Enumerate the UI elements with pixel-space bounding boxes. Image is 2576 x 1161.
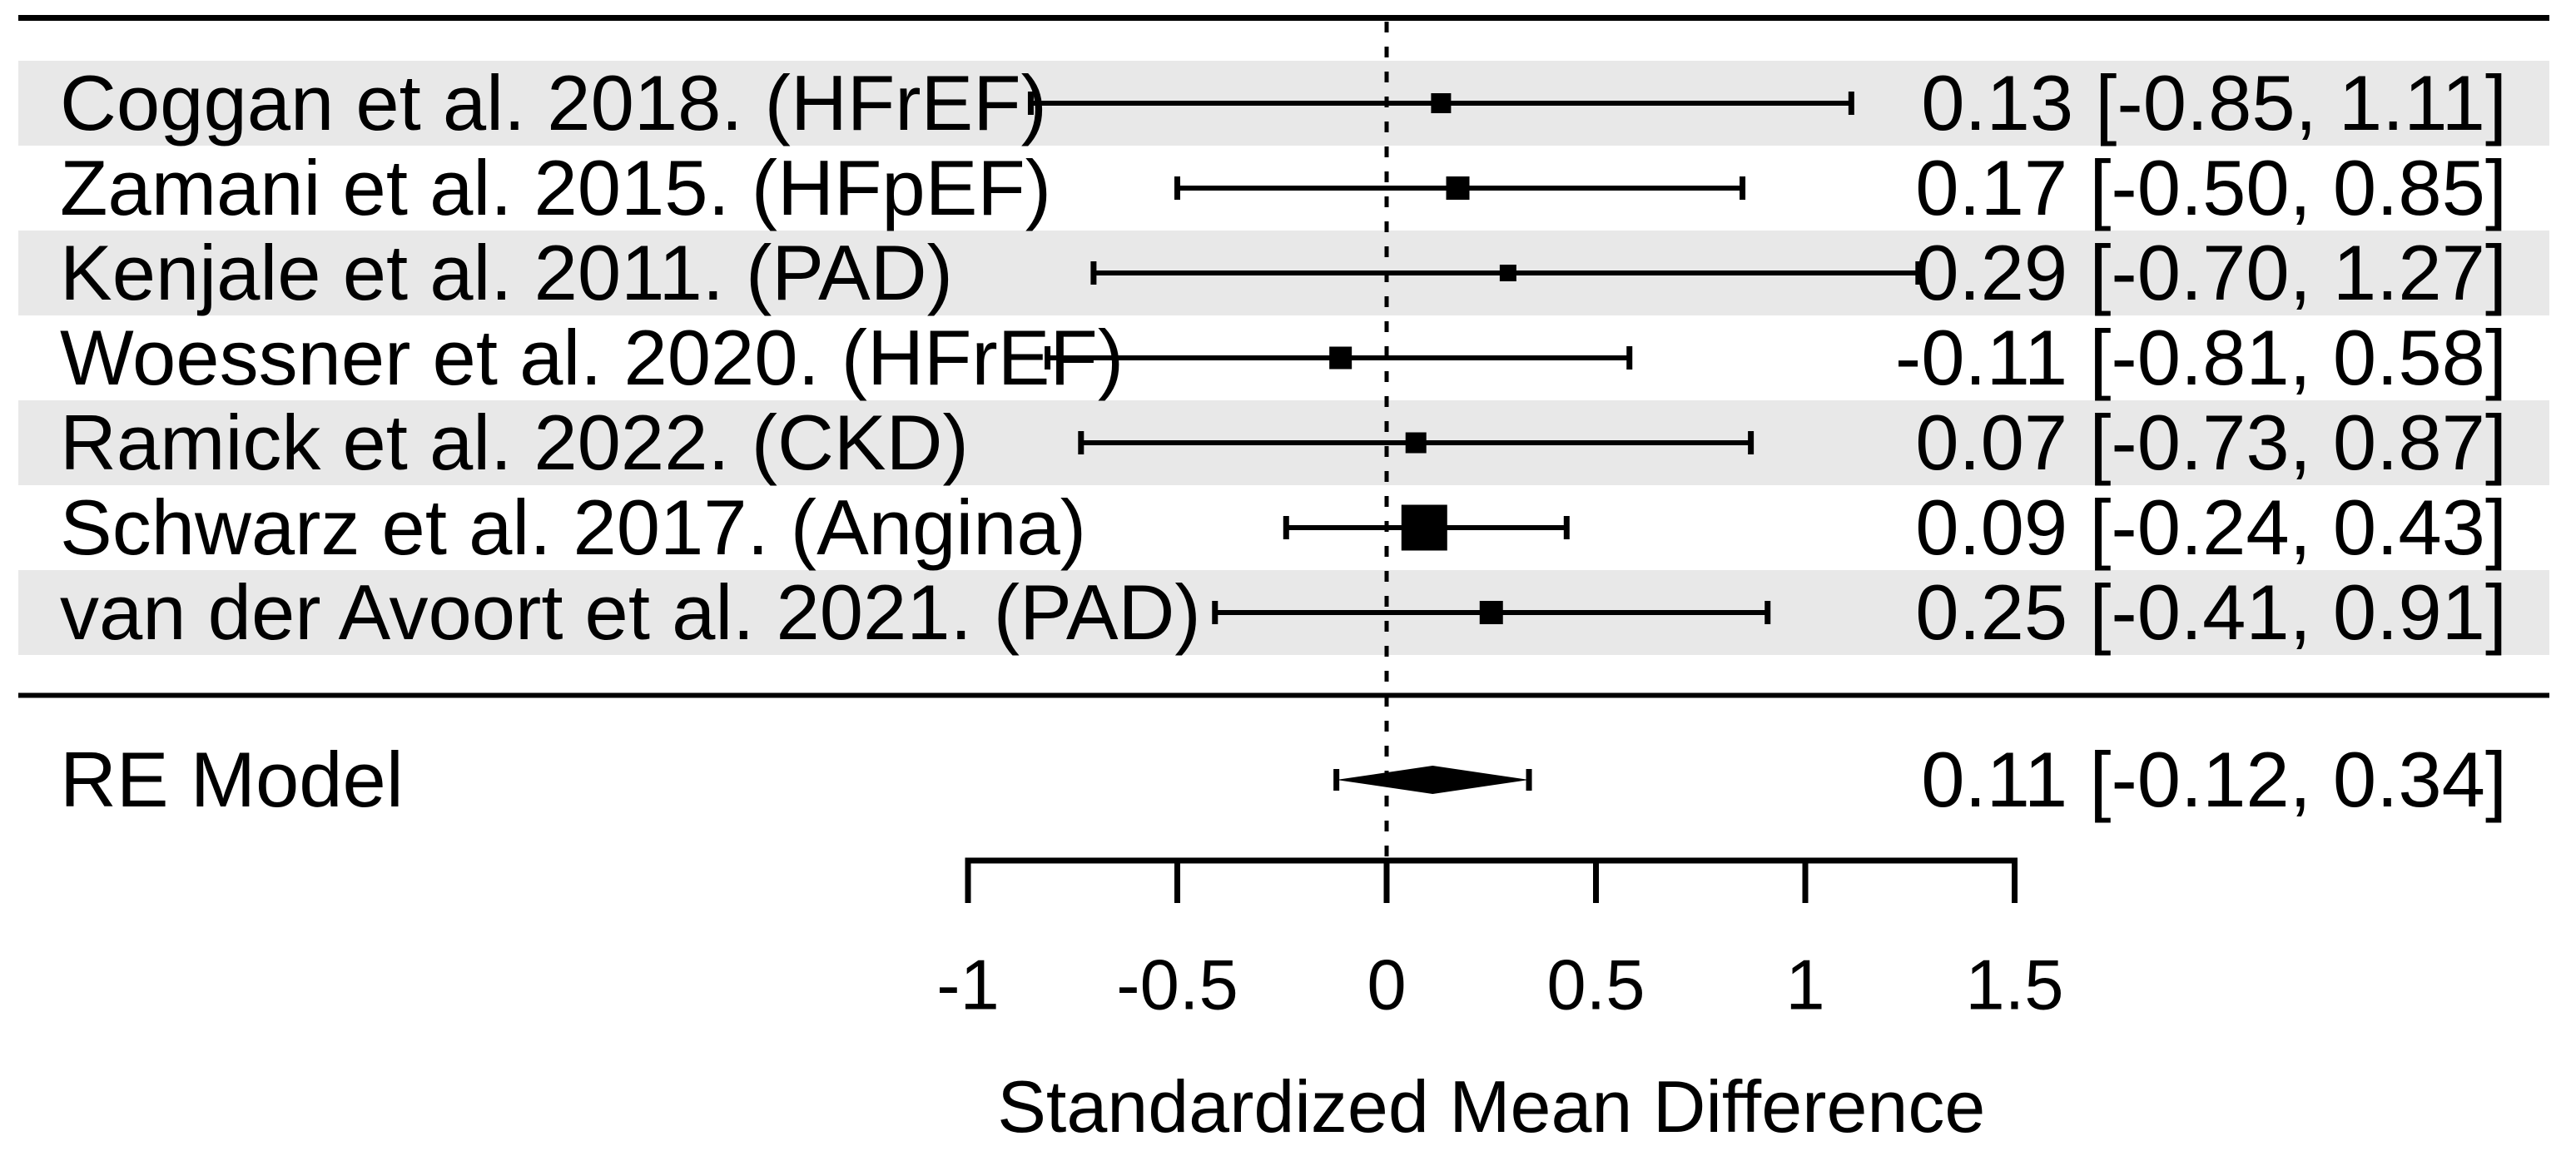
study-estimate-text: 0.09 [-0.24, 0.43] bbox=[1915, 484, 2507, 571]
study-estimate-text: 0.13 [-0.85, 1.11] bbox=[1921, 59, 2507, 146]
point-estimate-square bbox=[1479, 601, 1503, 624]
x-tick-label: -1 bbox=[936, 945, 1000, 1025]
study-estimate-text: -0.11 [-0.81, 0.58] bbox=[1894, 314, 2507, 401]
summary-estimate-text: 0.11 [-0.12, 0.34] bbox=[1921, 736, 2507, 823]
point-estimate-square bbox=[1405, 432, 1427, 454]
study-estimate-text: 0.29 [-0.70, 1.27] bbox=[1915, 229, 2507, 316]
study-estimate-text: 0.25 [-0.41, 0.91] bbox=[1915, 568, 2507, 656]
point-estimate-square bbox=[1401, 504, 1447, 551]
summary-model-label: RE Model bbox=[60, 736, 404, 823]
point-estimate-square bbox=[1431, 93, 1452, 113]
point-estimate-square bbox=[1329, 346, 1353, 370]
study-label: van der Avoort et al. 2021. (PAD) bbox=[60, 568, 1201, 656]
study-estimate-text: 0.07 [-0.73, 0.87] bbox=[1915, 399, 2507, 486]
x-tick-label: 1.5 bbox=[1965, 945, 2064, 1025]
x-tick-label: 0 bbox=[1367, 945, 1407, 1025]
study-label: Woessner et al. 2020. (HFrEF) bbox=[60, 314, 1124, 401]
x-axis-title: Standardized Mean Difference bbox=[997, 1065, 1986, 1148]
study-label: Coggan et al. 2018. (HFrEF) bbox=[60, 59, 1047, 146]
study-label: Schwarz et al. 2017. (Angina) bbox=[60, 484, 1087, 571]
summary-diamond bbox=[1336, 766, 1530, 794]
x-tick-label: 0.5 bbox=[1546, 945, 1645, 1025]
point-estimate-square bbox=[1446, 176, 1470, 200]
x-tick-label: -0.5 bbox=[1116, 945, 1238, 1025]
point-estimate-square bbox=[1499, 265, 1516, 281]
x-tick-label: 1 bbox=[1785, 945, 1825, 1025]
study-estimate-text: 0.17 [-0.50, 0.85] bbox=[1915, 144, 2507, 231]
study-label: Kenjale et al. 2011. (PAD) bbox=[60, 229, 953, 316]
study-label: Zamani et al. 2015. (HFpEF) bbox=[60, 144, 1052, 231]
study-label: Ramick et al. 2022. (CKD) bbox=[60, 399, 969, 486]
